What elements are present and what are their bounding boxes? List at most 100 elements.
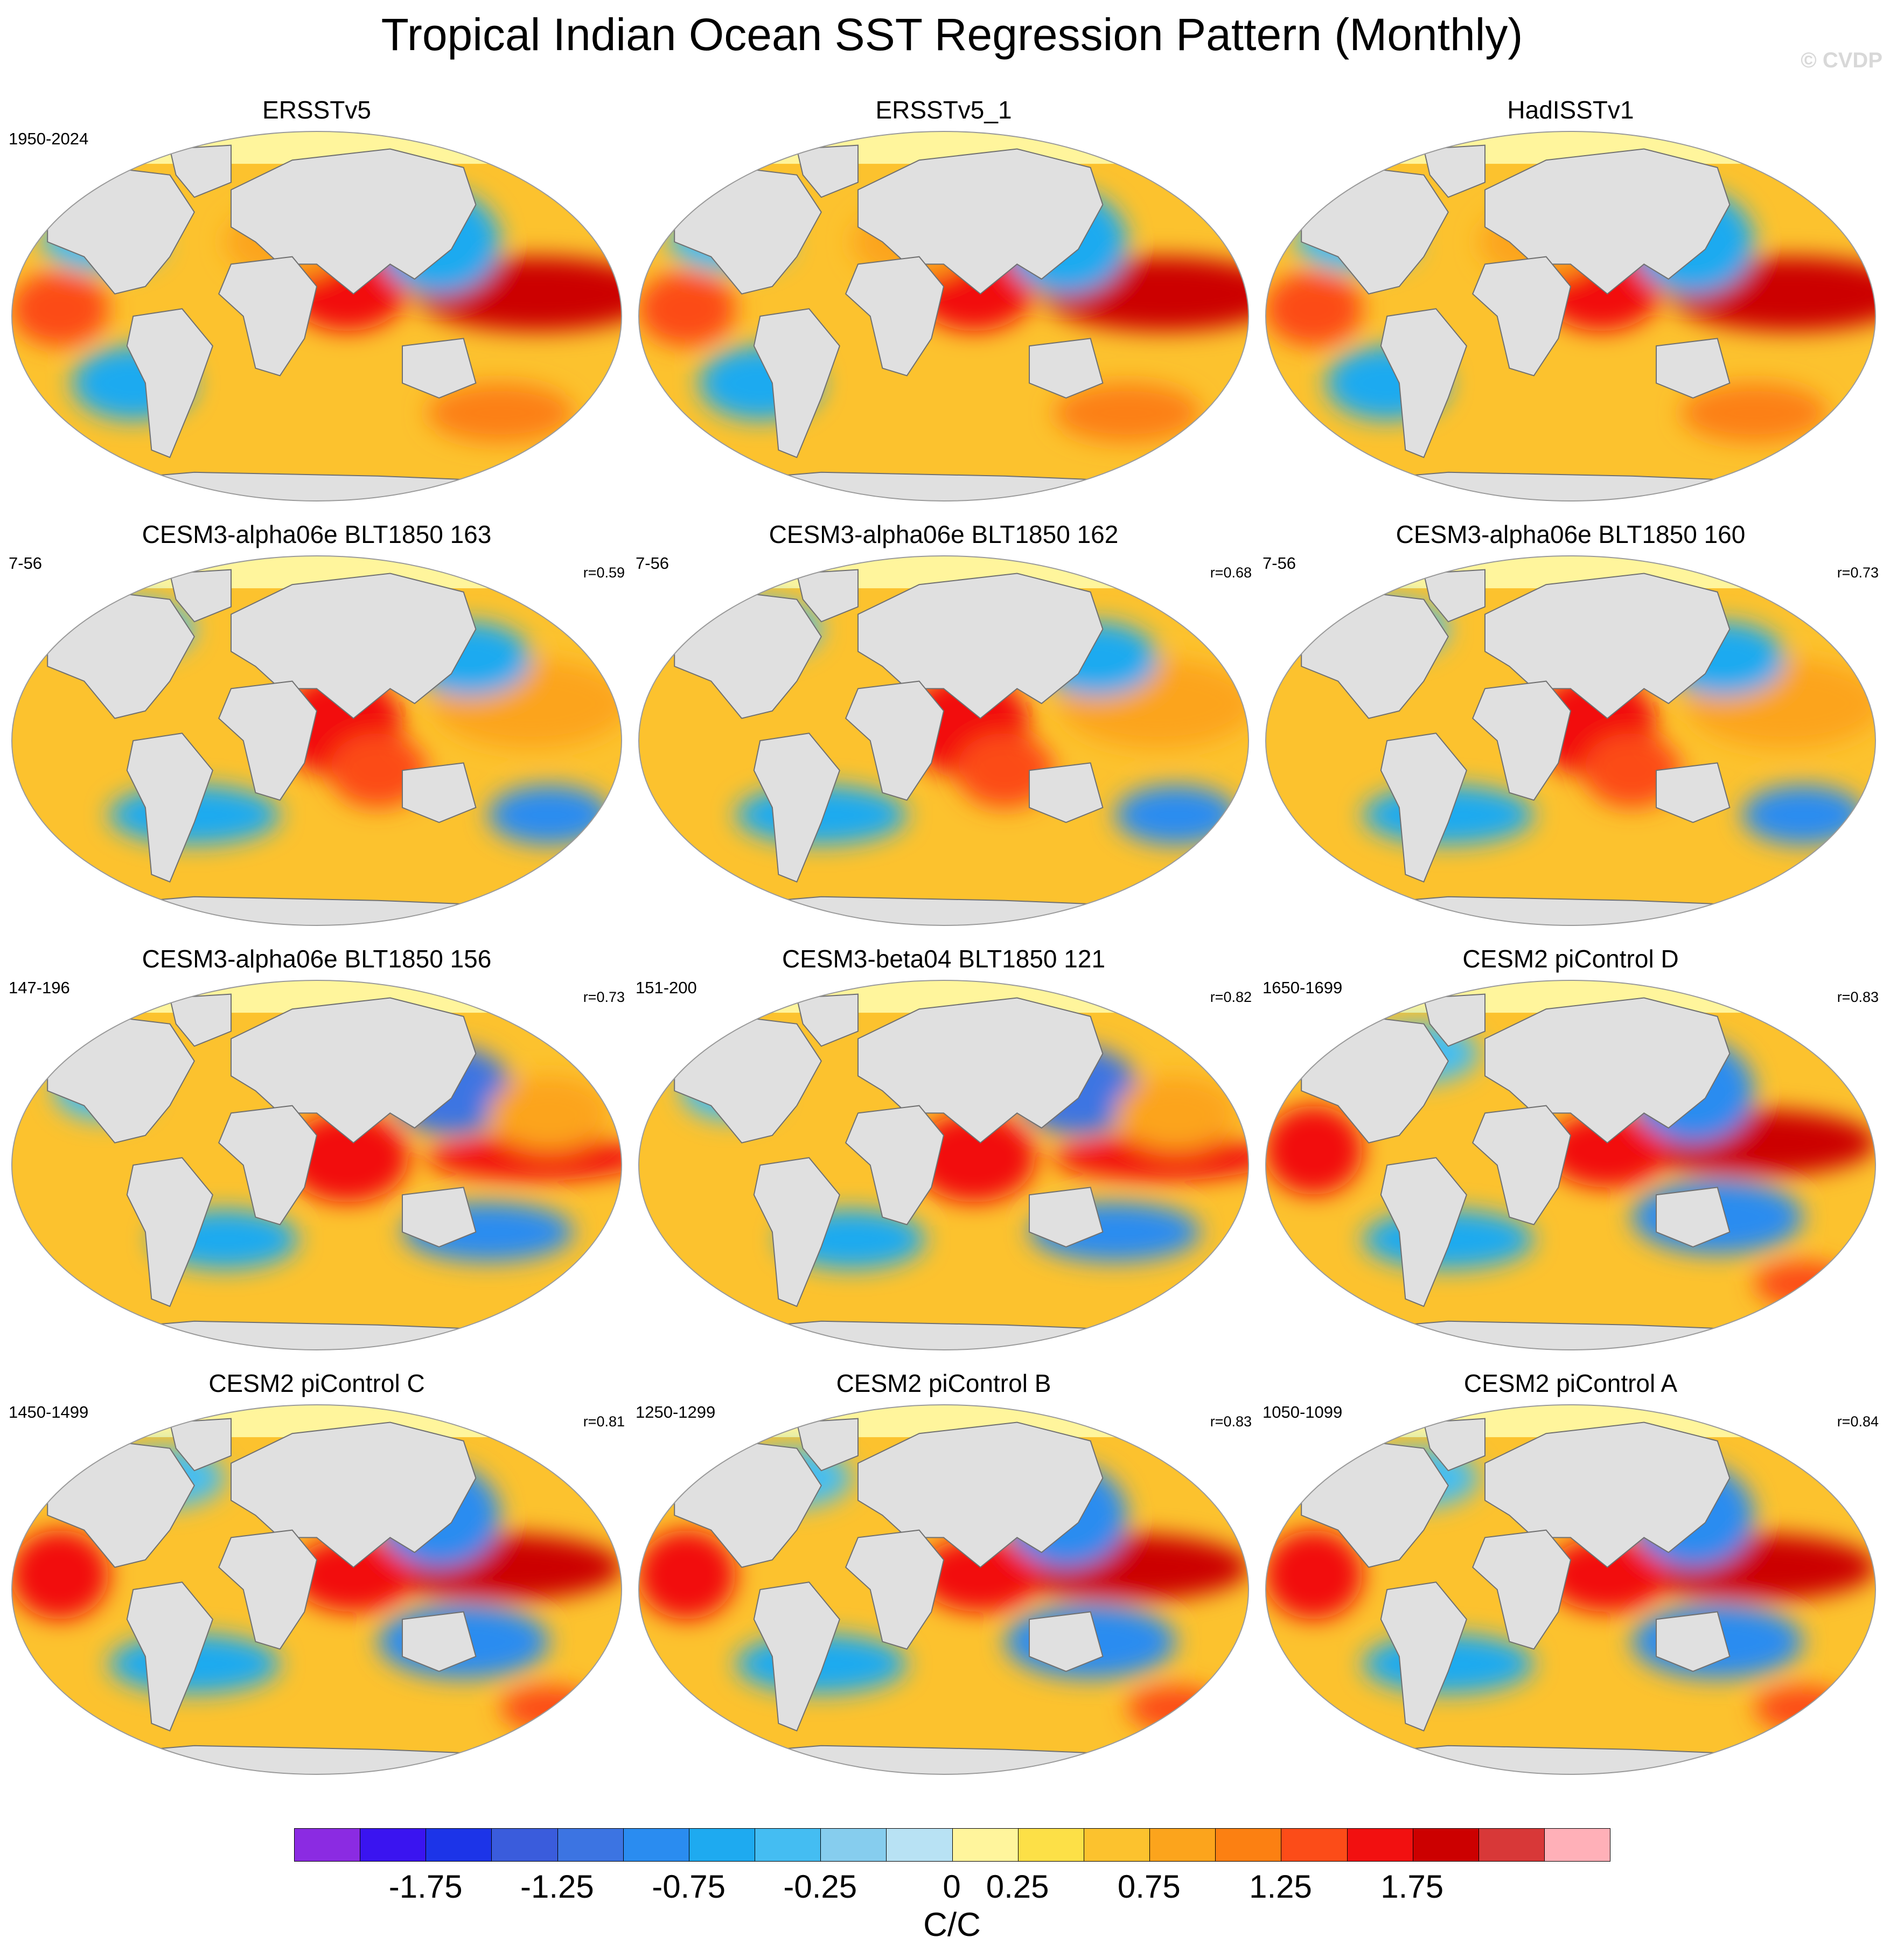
map-panel: CESM3-beta04 BLT1850 121 151-200 r=0.82 bbox=[631, 944, 1256, 1369]
colorbar-tick-label: 1.25 bbox=[1249, 1869, 1312, 1905]
colorbar-tick-labels: -1.75 -1.25 -0.75 -0.25 0 0.25 0.75 1.25 1.75 bbox=[294, 1868, 1609, 1906]
colorbar-swatch bbox=[492, 1829, 558, 1861]
land-mass bbox=[1472, 256, 1572, 377]
land-mass bbox=[126, 308, 214, 458]
sst-anomaly-region bbox=[488, 1076, 611, 1151]
panel-period: 147-196 bbox=[9, 978, 70, 997]
colorbar-swatch bbox=[360, 1829, 427, 1861]
land-mass bbox=[1656, 338, 1731, 399]
map-panel: ERSSTv5_1 bbox=[631, 95, 1256, 520]
sst-anomaly-region bbox=[12, 1530, 109, 1620]
colorbar-swatch bbox=[887, 1829, 953, 1861]
colorbar-swatch bbox=[755, 1829, 821, 1861]
panel-title: CESM2 piControl D bbox=[1462, 945, 1679, 973]
land-mass bbox=[674, 1015, 822, 1144]
sst-regression-map bbox=[638, 980, 1249, 1350]
map-outline bbox=[11, 131, 622, 501]
panel-pattern-correlation: r=0.83 bbox=[1837, 989, 1879, 1005]
panel-pattern-correlation: r=0.73 bbox=[1837, 565, 1879, 581]
panel-pattern-correlation: r=0.73 bbox=[583, 989, 625, 1005]
colorbar-tick-label: 0 bbox=[943, 1869, 961, 1905]
panel-period: 151-200 bbox=[636, 978, 697, 997]
sst-regression-map bbox=[1265, 980, 1876, 1350]
colorbar-tick-label: -0.75 bbox=[652, 1869, 726, 1905]
land-mass bbox=[1423, 569, 1485, 623]
sst-anomaly-region bbox=[1266, 1105, 1363, 1195]
colorbar-tick-label: -1.75 bbox=[388, 1869, 463, 1905]
panel-title: CESM3-alpha06e BLT1850 156 bbox=[142, 945, 492, 973]
land-mass bbox=[169, 144, 232, 198]
land-mass bbox=[1301, 591, 1449, 719]
panel-pattern-correlation: r=0.81 bbox=[583, 1413, 625, 1430]
land-mass bbox=[218, 680, 318, 801]
land-mass bbox=[796, 1418, 859, 1472]
sst-regression-map bbox=[11, 1404, 622, 1775]
land-mass bbox=[218, 256, 318, 377]
land-mass bbox=[1313, 1320, 1816, 1350]
land-mass bbox=[796, 569, 859, 623]
sst-anomaly-region bbox=[1115, 1076, 1238, 1151]
map-panel: CESM2 piControl A 1050-1099 r=0.84 bbox=[1258, 1368, 1883, 1794]
land-mass bbox=[402, 1611, 477, 1672]
colorbar-tick-label: -1.25 bbox=[520, 1869, 594, 1905]
land-mass bbox=[845, 256, 945, 377]
panel-title: CESM2 piControl A bbox=[1463, 1369, 1678, 1397]
colorbar-swatch bbox=[689, 1829, 756, 1861]
sst-anomaly-region bbox=[488, 785, 611, 845]
sst-anomaly-region bbox=[1742, 785, 1865, 845]
sst-regression-map bbox=[638, 131, 1249, 501]
panel-pattern-correlation: r=0.83 bbox=[1210, 1413, 1252, 1430]
sst-regression-map bbox=[11, 980, 622, 1350]
map-outline bbox=[1265, 980, 1876, 1350]
map-panel: CESM3-alpha06e BLT1850 160 7-56 r=0.73 bbox=[1258, 519, 1883, 945]
land-mass bbox=[1301, 166, 1449, 295]
sst-regression-map bbox=[1265, 1404, 1876, 1775]
land-mass bbox=[753, 308, 841, 458]
sst-anomaly-region bbox=[1546, 1537, 1669, 1612]
colorbar-swatch bbox=[426, 1829, 492, 1861]
land-mass bbox=[47, 1015, 195, 1144]
sst-regression-map bbox=[11, 131, 622, 501]
panel-period: 7-56 bbox=[1263, 554, 1296, 573]
land-mass bbox=[674, 1440, 822, 1568]
panel-title: CESM2 piControl B bbox=[836, 1369, 1051, 1397]
land-mass bbox=[796, 144, 859, 198]
land-mass bbox=[845, 1105, 945, 1225]
sst-anomaly-region bbox=[639, 1530, 736, 1620]
land-mass bbox=[402, 1187, 477, 1248]
land-mass bbox=[686, 471, 1189, 501]
land-mass bbox=[59, 896, 562, 925]
sst-anomaly-region bbox=[1546, 1113, 1669, 1188]
panel-title: HadISSTv1 bbox=[1507, 96, 1634, 124]
colorbar-swatch bbox=[821, 1829, 887, 1861]
colorbar-swatch bbox=[1216, 1829, 1282, 1861]
sst-anomaly-region bbox=[427, 1135, 622, 1180]
map-outline bbox=[1265, 131, 1876, 501]
land-mass bbox=[674, 166, 822, 295]
map-panel: CESM2 piControl B 1250-1299 r=0.83 bbox=[631, 1368, 1256, 1794]
panel-pattern-correlation: r=0.82 bbox=[1210, 989, 1252, 1005]
sst-anomaly-region bbox=[12, 271, 109, 346]
land-mass bbox=[126, 733, 214, 883]
colorbar-swatch bbox=[295, 1829, 361, 1861]
panel-pattern-correlation: r=0.68 bbox=[1210, 565, 1252, 581]
land-mass bbox=[126, 1157, 214, 1307]
sst-regression-map bbox=[638, 1404, 1249, 1775]
colorbar-tick-label: 1.75 bbox=[1380, 1869, 1444, 1905]
colorbar-swatch bbox=[623, 1829, 689, 1861]
panel-pattern-correlation: r=0.59 bbox=[583, 565, 625, 581]
map-panel: CESM3-alpha06e BLT1850 162 7-56 r=0.68 bbox=[631, 519, 1256, 945]
colorbar-tick-label: -0.25 bbox=[783, 1869, 857, 1905]
land-mass bbox=[1656, 762, 1731, 823]
colorbar-swatch bbox=[1413, 1829, 1479, 1861]
land-mass bbox=[1029, 338, 1104, 399]
land-mass bbox=[218, 1105, 318, 1225]
land-mass bbox=[59, 1745, 562, 1774]
land-mass bbox=[686, 1320, 1189, 1350]
land-mass bbox=[753, 1157, 841, 1307]
land-mass bbox=[1423, 1418, 1485, 1472]
land-mass bbox=[686, 896, 1189, 925]
colorbar-swatch bbox=[557, 1829, 624, 1861]
panel-title: CESM3-alpha06e BLT1850 163 bbox=[142, 520, 492, 548]
sst-anomaly-region bbox=[292, 1537, 415, 1612]
